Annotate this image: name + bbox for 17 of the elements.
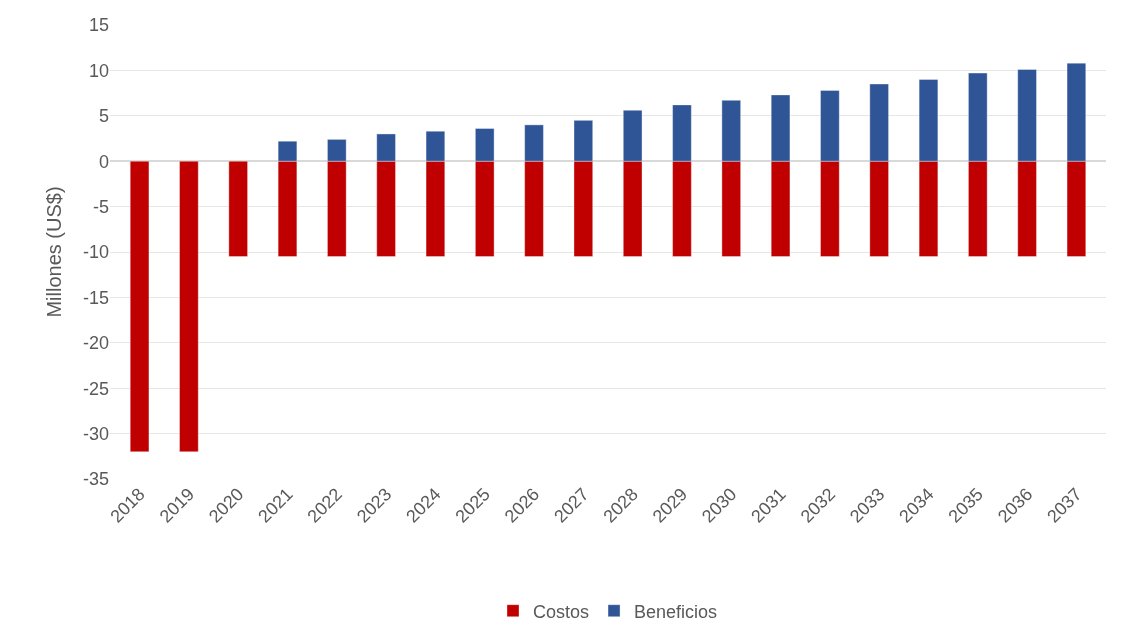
y-tick-label: -5 bbox=[92, 196, 109, 217]
y-tick-label: -20 bbox=[82, 333, 109, 354]
bar bbox=[179, 160, 199, 453]
legend-label: Beneficios bbox=[634, 601, 718, 622]
y-tick-label: -10 bbox=[82, 242, 109, 263]
y-tick-label: -30 bbox=[82, 423, 109, 444]
bar bbox=[228, 160, 248, 257]
y-tick-label: -15 bbox=[82, 287, 109, 308]
y-tick-label: 5 bbox=[98, 106, 109, 127]
y-tick-label: 10 bbox=[88, 60, 109, 81]
y-tick-label: 15 bbox=[88, 15, 109, 36]
legend-label: Costos bbox=[533, 601, 590, 622]
y-tick-label: -25 bbox=[82, 378, 109, 399]
y-tick-label: 0 bbox=[98, 151, 109, 172]
y-axis-title: Millones (US$) bbox=[43, 186, 66, 318]
bar bbox=[129, 160, 150, 453]
y-tick-label: -35 bbox=[82, 469, 109, 490]
